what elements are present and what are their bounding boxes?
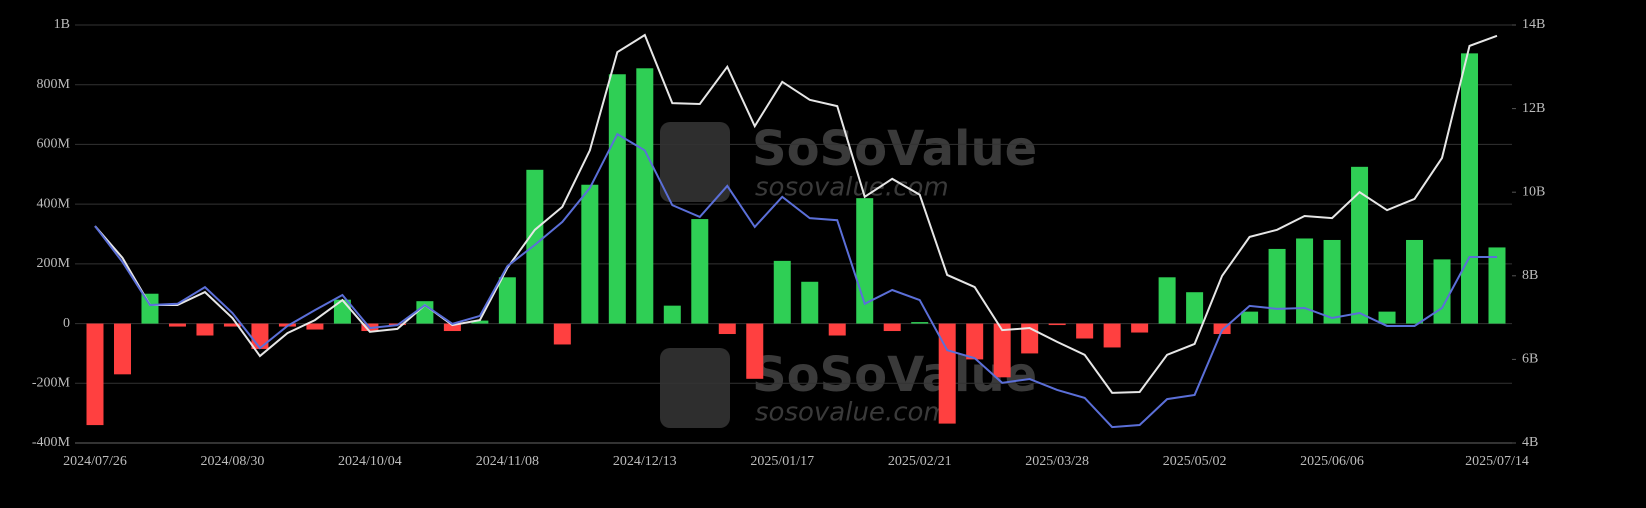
watermark-logo: [660, 122, 730, 202]
y2-tick-label: 4B: [1522, 435, 1538, 450]
bar: [1323, 239, 1341, 324]
x-tick-label: 2025/03/28: [1025, 454, 1089, 469]
x-tick-label: 2024/10/04: [338, 454, 402, 469]
bar: [773, 260, 791, 324]
y-tick-label: 800M: [37, 77, 71, 92]
watermark: SoSoValue sosovalue.com SoSoValue sosova…: [660, 121, 1037, 428]
bar: [196, 323, 214, 336]
bar: [1158, 277, 1176, 324]
y2-tick-label: 6B: [1522, 352, 1538, 367]
bar: [223, 323, 241, 327]
x-tick-label: 2025/07/14: [1465, 454, 1529, 469]
line-series: [94, 33, 1498, 394]
y-tick-label: -200M: [32, 376, 71, 391]
x-tick-label: 2025/01/17: [750, 454, 814, 469]
bar: [1268, 248, 1286, 324]
y-tick-label: 600M: [37, 137, 71, 152]
bar: [141, 293, 159, 324]
bar: [553, 323, 571, 345]
bar: [1241, 311, 1259, 324]
bar: [718, 323, 736, 335]
x-tick-label: 2025/05/02: [1163, 454, 1227, 469]
y-tick-label: 200M: [37, 256, 71, 271]
x-tick-label: 2025/02/21: [888, 454, 952, 469]
x-tick-label: 2024/11/08: [476, 454, 539, 469]
bar: [828, 323, 846, 336]
bar: [113, 323, 131, 375]
line-series: [94, 132, 1497, 429]
bar: [526, 169, 544, 324]
bar: [498, 277, 516, 324]
bar: [581, 184, 599, 324]
bar: [1131, 323, 1149, 333]
y-tick-label: 1B: [54, 17, 70, 32]
bar: [746, 323, 764, 379]
bar: [306, 323, 324, 330]
y2-tick-label: 10B: [1522, 184, 1545, 199]
bar: [993, 323, 1011, 378]
bar: [1461, 53, 1479, 324]
watermark-url: sosovalue.com: [755, 173, 949, 203]
bar: [168, 323, 186, 327]
bar: [1488, 247, 1506, 324]
y-tick-label: 400M: [37, 196, 71, 211]
y2-tick-label: 12B: [1522, 101, 1545, 116]
y2-tick-label: 8B: [1522, 268, 1538, 283]
bar: [1433, 259, 1451, 324]
bar: [1296, 238, 1314, 324]
bar: [1186, 292, 1204, 324]
watermark-brand: SoSoValue: [752, 121, 1037, 177]
x-tick-label: 2024/07/26: [63, 454, 127, 469]
bar: [911, 322, 929, 324]
y-tick-label: 0: [63, 316, 70, 331]
x-tick-label: 2024/12/13: [613, 454, 677, 469]
y2-tick-label: 14B: [1522, 17, 1545, 32]
bar: [1406, 239, 1424, 324]
watermark-url: sosovalue.com: [755, 398, 949, 428]
y-tick-label: -400M: [32, 435, 71, 450]
bar: [608, 74, 626, 324]
bar: [1048, 323, 1066, 326]
bar: [86, 323, 104, 426]
bar: [1213, 323, 1231, 335]
bar: [663, 305, 681, 324]
bar: [801, 281, 819, 324]
bar: [1378, 311, 1396, 324]
bar: [938, 323, 956, 424]
bar: [1351, 166, 1369, 324]
bar: [636, 68, 654, 324]
bar: [883, 323, 901, 332]
bar: [1076, 323, 1094, 339]
bar: [443, 323, 461, 332]
x-tick-label: 2024/08/30: [201, 454, 265, 469]
x-tick-label: 2025/06/06: [1300, 454, 1364, 469]
bar: [251, 323, 269, 349]
watermark-brand: SoSoValue: [752, 347, 1037, 403]
watermark-logo: [660, 348, 730, 428]
bar: [691, 219, 709, 324]
bar: [966, 323, 984, 360]
bar: [1103, 323, 1121, 348]
bar: [471, 320, 489, 324]
